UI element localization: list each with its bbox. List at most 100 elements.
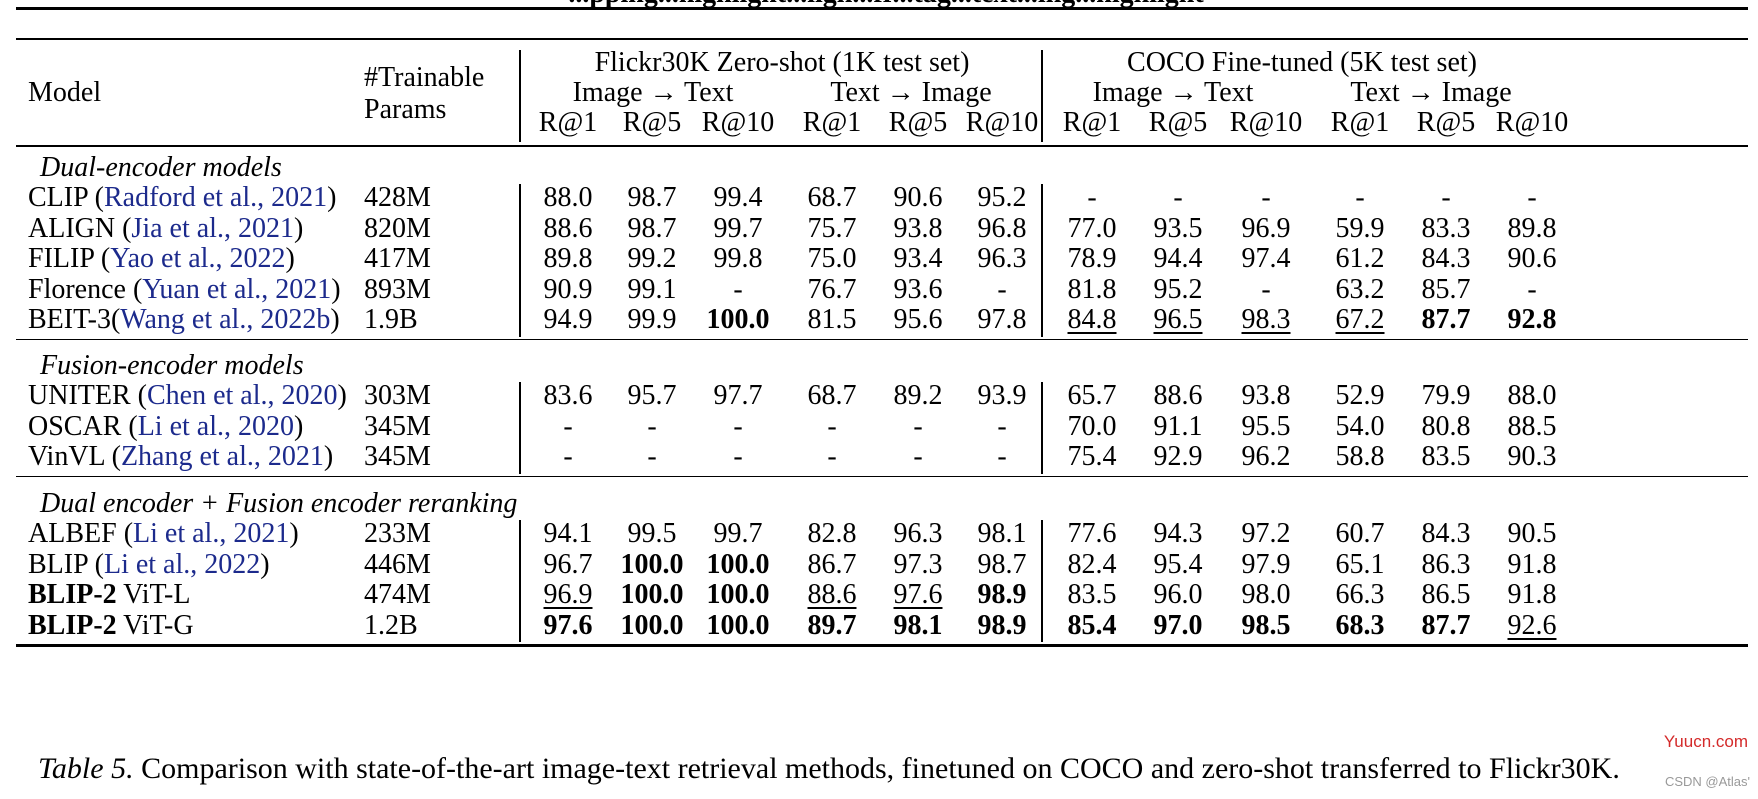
metric-cell: 98.7: [627, 182, 677, 213]
metric-cell: 70.0: [1067, 410, 1117, 442]
metric-cell: 88.0: [543, 182, 593, 213]
metric-cell: -: [913, 410, 923, 442]
metric-cell: 93.6: [893, 273, 943, 305]
citation-link[interactable]: Wang et al., 2022b: [120, 304, 331, 335]
cite-paren-close: ): [285, 243, 295, 274]
section-title: Fusion-encoder models: [40, 350, 304, 381]
metric-cell: 81.5: [807, 304, 857, 335]
cite-paren-close: ): [330, 304, 340, 335]
metric-cell: 88.5: [1507, 410, 1557, 442]
citation-link[interactable]: Yao et al., 2022: [110, 243, 286, 274]
metric-cell: 100.0: [706, 579, 770, 610]
header-coco-i2t: Image → Text: [1092, 77, 1254, 108]
cite-paren-open: (: [110, 304, 121, 335]
cite-paren-close: ): [337, 380, 347, 411]
metric-header-1: R@5: [622, 107, 682, 138]
metric-cell: 98.0: [1241, 579, 1291, 610]
model-name: ALBEF (Li et al., 2021): [28, 518, 299, 550]
metric-cell: 95.7: [627, 380, 677, 411]
metric-cell: 94.4: [1153, 243, 1203, 274]
param-count: 345M: [364, 441, 431, 472]
metric-cell: 83.3: [1421, 212, 1471, 244]
citation-link[interactable]: Jia et al., 2021: [131, 212, 294, 244]
metric-cell: 86.3: [1421, 548, 1471, 580]
section-rule: [16, 475, 1748, 477]
metric-cell: -: [1173, 182, 1183, 213]
metric-cell: 75.4: [1067, 441, 1117, 472]
citation-link[interactable]: Li et al., 2021: [133, 518, 290, 549]
metric-cell: 67.2: [1335, 304, 1385, 335]
param-count: 1.2B: [364, 609, 418, 641]
metric-cell: -: [647, 410, 657, 442]
cite-paren-open: (: [123, 518, 134, 549]
header-params: #Trainable Params: [364, 62, 485, 125]
citation-link[interactable]: Radford et al., 2021: [103, 182, 328, 213]
metric-cell: 97.2: [1241, 518, 1291, 549]
metric-cell: 100.0: [706, 304, 770, 335]
metric-cell: 86.7: [807, 548, 857, 580]
citation-link[interactable]: Chen et al., 2020: [146, 380, 338, 411]
metric-cell: 100.0: [620, 579, 684, 610]
results-table: ...pping...highlight...ligh...fr...tag..…: [16, 0, 1748, 730]
metric-cell: -: [563, 410, 573, 442]
metric-cell: 87.7: [1421, 609, 1471, 641]
cropped-heading: ...pping...highlight...ligh...fr...tag..…: [306, 0, 1466, 10]
metric-cell: 96.9: [543, 579, 593, 610]
metric-cell: 98.5: [1241, 609, 1291, 641]
metric-cell: 99.9: [627, 304, 677, 335]
coco-divider: [1041, 214, 1043, 337]
metric-cell: 63.2: [1335, 273, 1385, 305]
flickr-divider: [519, 520, 521, 642]
model-label: BLIP-2: [28, 609, 117, 641]
metric-cell: -: [733, 410, 743, 442]
citation-link[interactable]: Li et al., 2022: [103, 548, 261, 580]
caption-tag: Table 5.: [38, 752, 134, 785]
metric-cell: -: [1087, 182, 1097, 213]
param-count: 820M: [364, 212, 431, 244]
cite-paren-open: (: [137, 380, 147, 411]
model-name: BEIT-3(Wang et al., 2022b): [28, 304, 340, 336]
metric-header-7: R@5: [1148, 107, 1208, 138]
cite-paren-open: (: [128, 410, 138, 442]
flickr-divider-header: [519, 50, 521, 142]
metric-cell: 97.6: [893, 579, 943, 610]
metric-header-0: R@1: [538, 107, 598, 138]
metric-cell: -: [647, 441, 657, 472]
metric-cell: 99.8: [713, 243, 763, 274]
model-name: VinVL (Zhang et al., 2021): [28, 441, 333, 473]
metric-cell: 95.6: [893, 304, 943, 335]
metric-cell: -: [997, 410, 1007, 442]
table-bottom-rule: [16, 644, 1748, 647]
metric-header-8: R@10: [1229, 107, 1303, 138]
citation-link[interactable]: Li et al., 2020: [137, 410, 294, 442]
coco-divider: [1041, 184, 1043, 215]
metric-cell: 86.5: [1421, 579, 1471, 610]
metric-header-4: R@5: [888, 107, 948, 138]
table-caption: Table 5. Comparison with state-of-the-ar…: [38, 752, 1620, 786]
metric-cell: 97.9: [1241, 548, 1291, 580]
metric-cell: 89.7: [807, 609, 857, 641]
watermark-author: CSDN @Atlas': [1664, 774, 1750, 789]
metric-cell: 98.1: [977, 518, 1027, 549]
metric-header-9: R@1: [1330, 107, 1390, 138]
metric-cell: 96.0: [1153, 579, 1203, 610]
metric-cell: 97.4: [1241, 243, 1291, 274]
header-bottom-rule: [16, 145, 1748, 147]
metric-cell: 98.1: [893, 609, 943, 641]
metric-cell: -: [1527, 273, 1537, 305]
citation-link[interactable]: Zhang et al., 2021: [120, 441, 324, 472]
metric-cell: 52.9: [1335, 380, 1385, 411]
citation-link[interactable]: Yuan et al., 2021: [142, 273, 332, 305]
metric-cell: -: [827, 441, 837, 472]
model-name: ALIGN (Jia et al., 2021): [28, 213, 303, 245]
coco-divider: [1041, 520, 1043, 642]
metric-cell: 95.2: [977, 182, 1027, 213]
metric-cell: 99.4: [713, 182, 763, 213]
param-count: 1.9B: [364, 304, 418, 335]
cite-paren-close: ): [294, 410, 304, 442]
param-count: 345M: [364, 410, 431, 442]
metric-header-6: R@1: [1062, 107, 1122, 138]
metric-cell: 97.7: [713, 380, 763, 411]
model-name: OSCAR (Li et al., 2020): [28, 411, 303, 443]
param-count: 233M: [364, 518, 431, 549]
